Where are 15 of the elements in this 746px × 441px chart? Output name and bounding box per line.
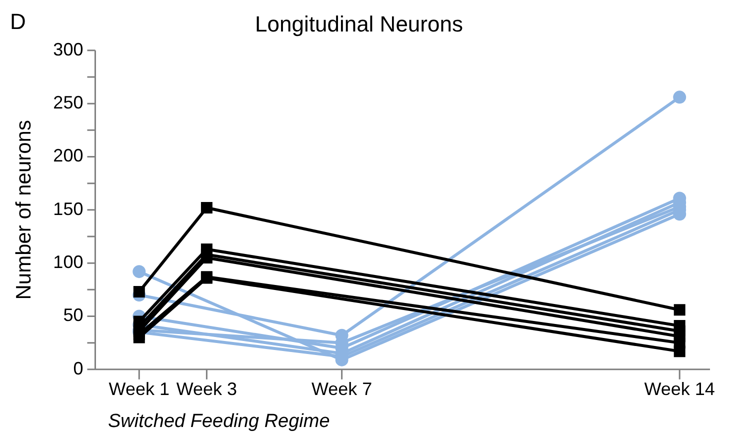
y-tick-label: 50 [63,305,84,326]
y-tick-label: 0 [73,358,84,378]
text: D [10,9,26,34]
x-tick-label: Week 3 [176,379,238,400]
x-axis-title: Switched Feeding Regime [108,410,330,432]
x-tick-label: Week 7 [311,379,372,400]
x-tick-label: Week 1 [108,379,170,400]
y-tick-label: 150 [53,198,84,219]
y-tick-label: 100 [53,252,84,272]
chart-title: Longitudinal Neurons [255,11,463,36]
x-tick-label: Week 14 [644,379,715,400]
y-tick-label: 200 [53,146,84,166]
y-tick-label: 300 [53,39,84,60]
y-tick-label: 250 [53,92,84,113]
y-axis-title: Number of neurons [12,120,36,300]
